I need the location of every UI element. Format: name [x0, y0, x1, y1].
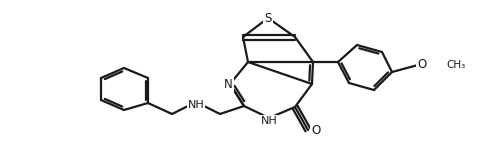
Text: O: O — [311, 124, 320, 137]
Text: S: S — [264, 12, 272, 25]
Text: N: N — [224, 78, 232, 91]
Text: NH: NH — [187, 100, 204, 110]
Text: O: O — [417, 59, 427, 72]
Text: NH: NH — [260, 116, 277, 126]
Text: CH₃: CH₃ — [446, 60, 465, 70]
